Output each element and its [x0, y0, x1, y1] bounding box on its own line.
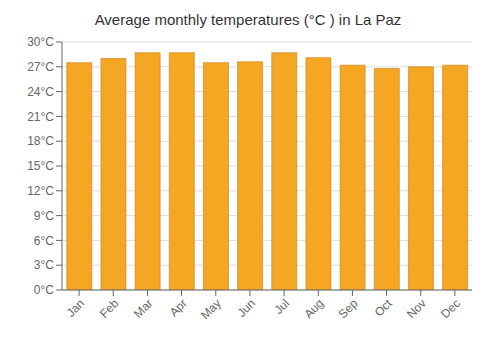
html-text:Average monthly temperatures (: Average monthly temperatures (°C ) in La…	[94, 11, 402, 28]
svg-text:6°C: 6°C	[34, 234, 54, 248]
svg-text:27°C: 27°C	[27, 60, 54, 74]
svg-text:21°C: 21°C	[27, 110, 54, 124]
svg-text:3°C: 3°C	[34, 258, 54, 272]
svg-text:Jan: Jan	[64, 296, 88, 320]
svg-text:Jun: Jun	[234, 296, 258, 320]
svg-text:18°C: 18°C	[27, 134, 54, 148]
svg-text:Oct: Oct	[372, 296, 396, 320]
svg-text:Feb: Feb	[97, 296, 122, 321]
svg-text:9°C: 9°C	[34, 209, 54, 223]
svg-text:Aug: Aug	[301, 296, 326, 321]
svg-text:15°C: 15°C	[27, 159, 54, 173]
svg-text:30°C: 30°C	[27, 35, 54, 49]
svg-text:12°C: 12°C	[27, 184, 54, 198]
svg-text:Mar: Mar	[131, 296, 156, 321]
svg-text:0°C: 0°C	[34, 283, 54, 297]
svg-text:Dec: Dec	[438, 296, 463, 321]
svg-text:May: May	[198, 296, 224, 322]
svg-text:Jul: Jul	[271, 296, 292, 317]
svg-text:Sep: Sep	[336, 296, 361, 321]
svg-text:Nov: Nov	[404, 296, 429, 321]
svg-text:24°C: 24°C	[27, 85, 54, 99]
svg-text:Apr: Apr	[167, 296, 190, 319]
